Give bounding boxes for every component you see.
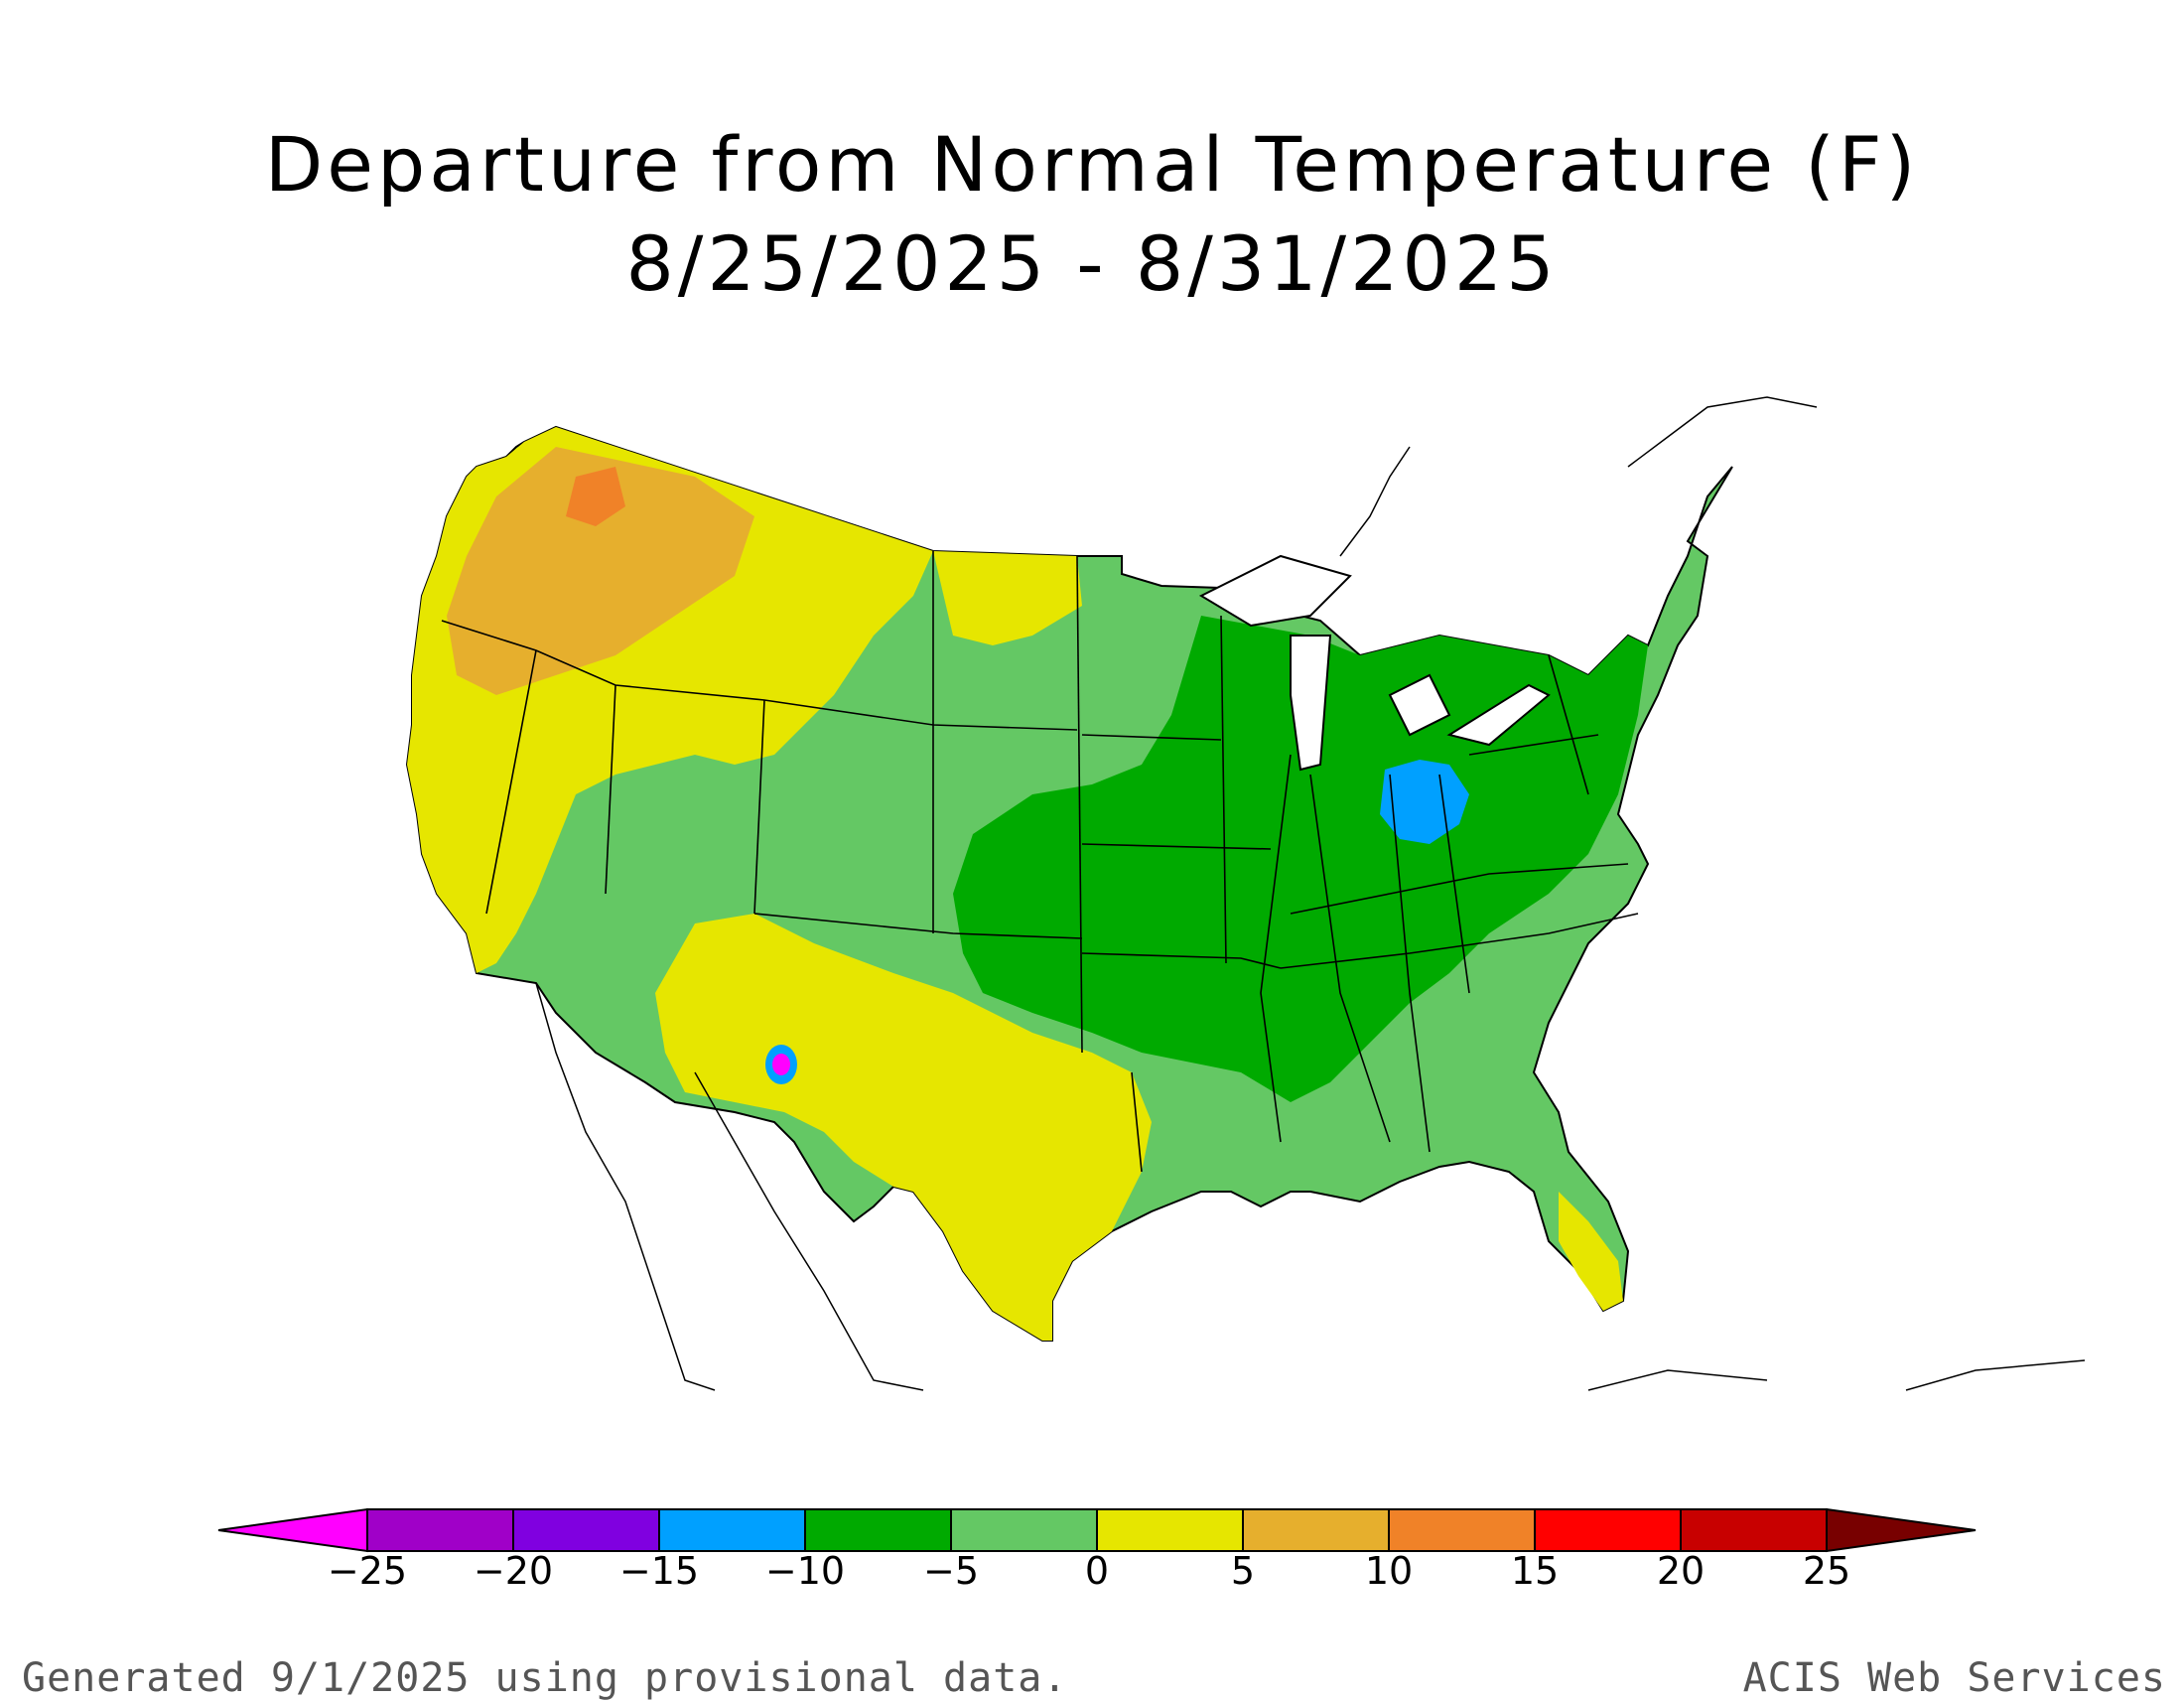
- legend-tick-label: 0: [1084, 1549, 1110, 1593]
- ohio-cold-spot: [1380, 760, 1469, 844]
- legend-tick-label: 10: [1364, 1549, 1414, 1593]
- map-date-range: 8/25/2025 - 8/31/2025: [625, 219, 1559, 308]
- legend-tick-label: 20: [1656, 1549, 1706, 1593]
- generated-note: Generated 9/1/2025 using provisional dat…: [22, 1655, 1068, 1701]
- legend-swatch: [658, 1508, 806, 1552]
- legend-tick-label: 5: [1230, 1549, 1256, 1593]
- northwest-hot-spot: [566, 467, 625, 526]
- legend-swatch: [950, 1508, 1098, 1552]
- new-mexico-cold-spot-inner: [772, 1054, 790, 1075]
- northwest-orange-region: [447, 447, 754, 695]
- northern-plains-warm-region: [933, 551, 1082, 645]
- state-borders: [441, 551, 1639, 1173]
- legend-swatch: [1826, 1507, 1977, 1553]
- color-legend: [217, 1507, 1977, 1553]
- great-lakes: [1198, 554, 1551, 772]
- map-title: Departure from Normal Temperature (F): [264, 120, 1920, 209]
- legend-swatch: [1388, 1508, 1536, 1552]
- legend-tick-label: −5: [922, 1549, 980, 1593]
- legend-swatch: [512, 1508, 660, 1552]
- legend-tick-label: 25: [1802, 1549, 1851, 1593]
- legend-swatch: [1096, 1508, 1244, 1552]
- legend-swatch: [1680, 1508, 1828, 1552]
- legend-tick-label: −10: [764, 1549, 846, 1593]
- legend-swatch: [804, 1508, 952, 1552]
- legend-tick-label: −25: [327, 1549, 408, 1593]
- legend-tick-label: −20: [473, 1549, 554, 1593]
- legend-tick-label: 15: [1510, 1549, 1560, 1593]
- legend-swatch: [1534, 1508, 1682, 1552]
- neighbor-coastlines: [535, 396, 2086, 1391]
- southwest-warm-region: [655, 914, 1152, 1341]
- legend-tick-label: −15: [618, 1549, 700, 1593]
- legend-swatch: [1242, 1508, 1390, 1552]
- source-credit: ACIS Web Services: [1742, 1655, 2166, 1701]
- conus-map: [405, 396, 2086, 1391]
- florida-warm-region: [1559, 1192, 1623, 1311]
- legend-swatch: [366, 1508, 514, 1552]
- legend-swatch: [217, 1507, 368, 1553]
